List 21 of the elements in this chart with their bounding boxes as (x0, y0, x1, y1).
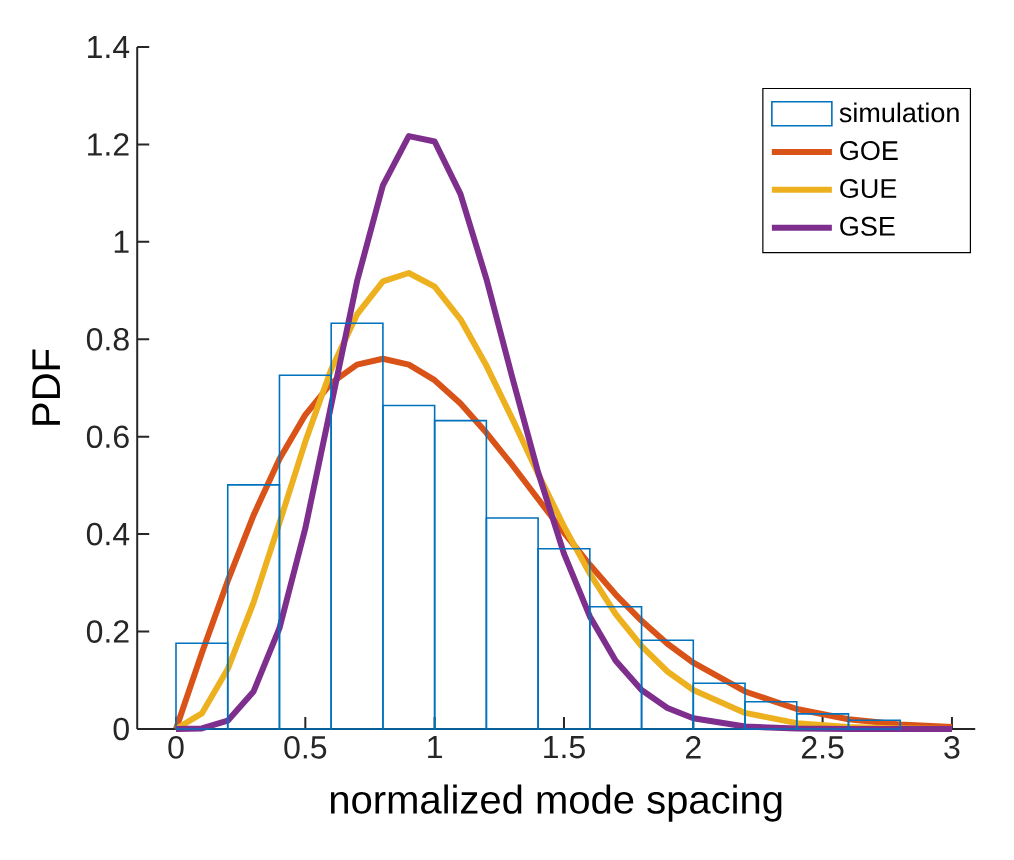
x-tick-label: 0 (168, 736, 184, 759)
legend-label: GSE (840, 216, 895, 236)
x-tick-label: 2 (685, 736, 701, 759)
y-tick-label: 0.4 (86, 522, 130, 546)
x-axis-title: normalized mode spacing (330, 784, 782, 822)
legend-label: GOE (840, 141, 898, 161)
y-tick-label: 1.4 (88, 35, 130, 58)
y-tick-label: 0.6 (86, 425, 129, 449)
y-tick-label: 1 (114, 230, 129, 253)
y-axis-title: PDF (32, 349, 60, 425)
legend-label: GUE (840, 178, 897, 199)
y-tick-label: 0 (113, 717, 129, 741)
x-tick-label: 1.5 (544, 736, 585, 759)
x-tick-label: 1 (428, 736, 442, 759)
x-tick-label: 3 (944, 736, 960, 759)
x-tick-label: 0.5 (284, 736, 327, 759)
x-tick-label: 2.5 (801, 736, 844, 759)
y-tick-label: 0.2 (86, 620, 129, 643)
y-tick-label: 0.8 (86, 327, 129, 351)
y-tick-label: 1.2 (88, 133, 129, 156)
legend-label: simulation (839, 102, 959, 123)
